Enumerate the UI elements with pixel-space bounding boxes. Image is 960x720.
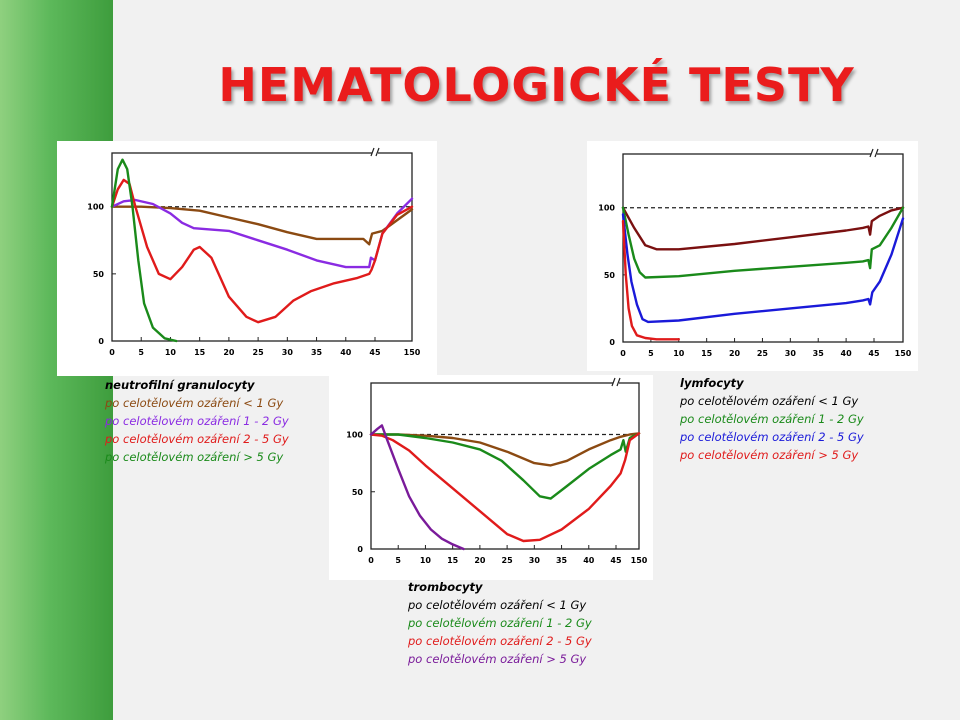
neutro-x-tick-label: 40	[340, 348, 352, 357]
lymfo-x-tick-label: 40	[841, 349, 853, 358]
lymfo-y-tick-label: 0	[609, 338, 615, 347]
lymfo-x-tick-label: 25	[757, 349, 769, 358]
trombo-x-tick-label: 15	[447, 556, 459, 565]
neutro-x-tick-label: 10	[165, 348, 177, 357]
trombo-x-tick-label: 40	[583, 556, 595, 565]
trombo-axis-break-gap	[613, 379, 619, 387]
neutro-x-tick-label: 150	[404, 348, 421, 357]
trombo-x-tick-label: 45	[610, 556, 622, 565]
neutro-series-line-2	[110, 197, 414, 269]
lymfo-plot-frame	[622, 153, 904, 343]
neutrophil-legend: neutrofilní granulocyty po celotělovém o…	[105, 376, 289, 466]
lymfo-x-tick-label: 150	[895, 349, 912, 358]
lymfo-series-line-2	[621, 206, 905, 279]
neutro-x-tick-label: 25	[253, 348, 265, 357]
lymfo-axis-break-mark	[869, 148, 879, 158]
trombo-y-tick-label: 100	[346, 431, 363, 440]
trombo-series-line-2	[369, 432, 641, 500]
slide-title: HEMATOLOGICKÉ TESTY	[218, 58, 855, 112]
trombo-x-tick-label: 5	[395, 556, 401, 565]
lymfo-x-tick-label: 30	[785, 349, 797, 358]
trombo-series-line-4	[369, 424, 465, 551]
neutrophil-legend-title: neutrofilní granulocyty	[105, 378, 255, 392]
neutro-x-tick-label: 30	[282, 348, 294, 357]
neutro-y-tick-label: 100	[87, 203, 104, 212]
neutrophil-legend-entry-2: po celotělovém ozáření 1 - 2 Gy	[105, 414, 289, 428]
lymfo-axis-break-gap	[871, 150, 877, 158]
lymfo-x-tick-label: 10	[673, 349, 685, 358]
neutrophil-legend-entry-3: po celotělovém ozáření 2 - 5 Gy	[105, 432, 289, 446]
lymphocyte-legend-entry-4: po celotělovém ozáření > 5 Gy	[680, 448, 859, 462]
lymfo-x-tick-label: 15	[701, 349, 713, 358]
trombo-x-tick-label: 10	[420, 556, 432, 565]
neutrophil-chart-panel: 0 5 10 15 20 25 30 35 40 45 150 0 50 100	[57, 141, 437, 376]
neutro-series-line-4	[110, 158, 178, 343]
lymfo-x-tick-label: 35	[813, 349, 825, 358]
neutrophil-legend-entry-1: po celotělovém ozáření < 1 Gy	[105, 396, 284, 410]
lymphocyte-legend: lymfocyty po celotělovém ozáření < 1 Gy …	[680, 374, 864, 464]
neutro-plot-frame	[111, 152, 413, 342]
lymfo-x-tick-label: 5	[648, 349, 654, 358]
neutro-axis-break-gap	[372, 149, 378, 157]
neutro-x-tick-label: 15	[194, 348, 206, 357]
neutro-x-tick-label: 0	[109, 348, 115, 357]
neutro-series-line-1	[110, 205, 414, 246]
lymfo-x-tick-label: 0	[620, 349, 626, 358]
thrombocyte-legend-entry-4: po celotělovém ozáření > 5 Gy	[408, 652, 587, 666]
thrombocyte-legend: trombocyty po celotělovém ozáření < 1 Gy…	[408, 578, 592, 668]
lymfo-x-tick-label: 45	[868, 349, 880, 358]
trombo-y-tick-label: 50	[352, 488, 364, 497]
trombo-series-line-3	[369, 432, 641, 543]
trombo-x-tick-label: 35	[556, 556, 568, 565]
trombo-plot-frame	[370, 382, 640, 550]
thrombocyte-legend-entry-1: po celotělovém ozáření < 1 Gy	[408, 598, 587, 612]
neutro-y-tick-label: 0	[98, 337, 104, 346]
neutro-x-tick-label: 20	[223, 348, 235, 357]
lymphocyte-legend-entry-3: po celotělovém ozáření 2 - 5 Gy	[680, 430, 864, 444]
trombo-y-tick-label: 0	[357, 545, 363, 554]
lymphocyte-chart: 0 5 10 15 20 25 30 35 40 45 150 0 50 100	[598, 148, 912, 358]
lymphocyte-legend-entry-2: po celotělovém ozáření 1 - 2 Gy	[680, 412, 864, 426]
thrombocyte-chart: 0 5 10 15 20 25 30 35 40 45 150 0 50 100	[346, 377, 648, 565]
lymfo-y-tick-label: 50	[604, 271, 616, 280]
trombo-x-tick-label: 150	[631, 556, 648, 565]
trombo-x-tick-label: 0	[368, 556, 374, 565]
trombo-x-tick-label: 25	[502, 556, 514, 565]
lymfo-y-tick-label: 100	[598, 204, 615, 213]
thrombocyte-chart-panel: 0 5 10 15 20 25 30 35 40 45 150 0 50 100	[329, 375, 653, 580]
trombo-series-line-1	[369, 432, 641, 467]
lymphocyte-chart-panel: 0 5 10 15 20 25 30 35 40 45 150 0 50 100	[587, 141, 918, 371]
trombo-axis-break-mark	[611, 377, 621, 387]
neutrophil-legend-entry-4: po celotělovém ozáření > 5 Gy	[105, 450, 284, 464]
lymfo-x-tick-label: 20	[729, 349, 741, 358]
neutrophil-chart: 0 5 10 15 20 25 30 35 40 45 150 0 50 100	[87, 147, 421, 357]
trombo-x-tick-label: 20	[474, 556, 486, 565]
lymphocyte-legend-title: lymfocyty	[680, 376, 744, 390]
neutro-series-line-3	[110, 178, 414, 324]
thrombocyte-legend-title: trombocyty	[408, 580, 483, 594]
neutro-x-tick-label: 45	[369, 348, 381, 357]
thrombocyte-legend-entry-2: po celotělovém ozáření 1 - 2 Gy	[408, 616, 592, 630]
lymfo-series-line-1	[621, 206, 905, 251]
neutro-x-tick-label: 35	[311, 348, 323, 357]
lymfo-series-line-4	[621, 219, 680, 341]
thrombocyte-legend-entry-3: po celotělovém ozáření 2 - 5 Gy	[408, 634, 592, 648]
lymphocyte-legend-entry-1: po celotělovém ozáření < 1 Gy	[680, 394, 859, 408]
neutro-x-tick-label: 5	[138, 348, 144, 357]
trombo-x-tick-label: 30	[529, 556, 541, 565]
neutro-axis-break-mark	[370, 147, 380, 157]
lymfo-series-line-3	[621, 213, 905, 324]
neutro-y-tick-label: 50	[93, 270, 105, 279]
